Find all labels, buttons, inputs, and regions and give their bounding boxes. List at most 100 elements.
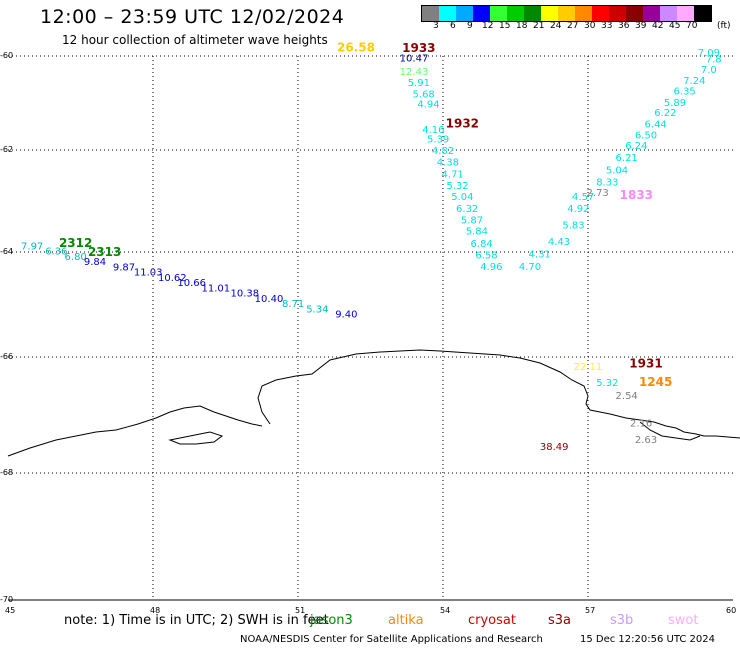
color-swatch <box>626 6 643 21</box>
wave-height-value: 38.49 <box>540 442 569 453</box>
wave-height-value: 9.84 <box>84 257 106 268</box>
color-swatch <box>592 6 609 21</box>
longitude-label: 57 <box>585 606 596 615</box>
color-scale-label: 12 <box>482 21 494 31</box>
wave-height-value: 6.36 <box>45 247 67 258</box>
pass-time-label: 1245 <box>639 375 672 389</box>
wave-height-value: 2.63 <box>635 435 657 446</box>
wave-height-value: 4.31 <box>529 249 551 260</box>
satellite-label-cryosat: cryosat <box>468 613 516 628</box>
satellite-label-jason3: jason3 <box>310 613 353 628</box>
wave-height-value: 6.44 <box>645 119 667 130</box>
wave-height-value: 6.21 <box>616 153 638 164</box>
wave-height-value: 7.97 <box>21 241 43 252</box>
color-scale-label: 45 <box>669 21 681 31</box>
wave-height-value: 8.71 <box>282 299 304 310</box>
wave-height-value: 11.03 <box>134 268 163 279</box>
wave-height-value: 2.73 <box>587 188 609 199</box>
wave-height-value: 5.04 <box>606 165 628 176</box>
color-scale-labels: 3 6 9 12 15 18 21 24 27 30 33 36 39 42 45 70 (ft) <box>421 21 740 33</box>
wave-height-value: 4.38 <box>437 157 459 168</box>
antarctic-coastline <box>257 349 740 439</box>
footer-note: note: 1) Time is in UTC; 2) SWH is in fe… <box>64 613 329 628</box>
wave-height-value: 10.62 <box>158 273 187 284</box>
color-scale-legend <box>421 5 712 22</box>
color-scale-label: 30 <box>584 21 596 31</box>
wave-height-value: 2.16 <box>630 419 652 430</box>
wave-height-value: 8.33 <box>596 178 618 189</box>
wave-height-value: 5.32 <box>596 378 618 389</box>
satellite-label-s3a: s3a <box>548 613 572 628</box>
wave-height-value: 4.92 <box>567 204 589 215</box>
wave-height-value: 6.50 <box>635 131 657 142</box>
color-swatch <box>558 6 575 21</box>
pass-time-label: 2313 <box>88 245 121 259</box>
wave-height-value: 5.39 <box>427 134 449 145</box>
wave-height-value: 4.71 <box>442 170 464 181</box>
page-title: 12:00 – 23:59 UTC 12/02/2024 <box>40 6 345 28</box>
wave-height-value: 10.47 <box>400 54 429 65</box>
satellite-label-s3b: s3b <box>610 613 634 628</box>
wave-height-value: 4.57 <box>572 192 594 203</box>
wave-height-value: 7.09 <box>698 48 720 59</box>
wave-height-value: 2.54 <box>616 391 638 402</box>
color-swatch <box>507 6 524 21</box>
color-scale-label: 39 <box>635 21 647 31</box>
latitude-label: -64 <box>0 247 14 256</box>
wave-height-value: 5.68 <box>413 89 435 100</box>
pass-time-label: 1931 <box>629 356 662 370</box>
color-scale-label: 24 <box>550 21 562 31</box>
longitude-label: 48 <box>150 606 161 615</box>
wave-height-value: 6.22 <box>654 108 676 119</box>
wave-height-value: 6.24 <box>625 141 647 152</box>
color-swatch <box>609 6 626 21</box>
color-scale-label: 21 <box>533 21 545 31</box>
wave-height-value: 9.87 <box>113 262 135 273</box>
wave-height-value: 4.82 <box>432 146 454 157</box>
wave-height-value: 5.87 <box>461 215 483 226</box>
generated-timestamp: 15 Dec 12:20:56 UTC 2024 <box>580 634 715 645</box>
coastline-island <box>168 431 224 445</box>
color-scale-label: 33 <box>601 21 613 31</box>
wave-height-value: 7.8 <box>706 55 722 66</box>
color-swatch <box>524 6 541 21</box>
wave-height-value: 5.04 <box>451 192 473 203</box>
coastline-west-segment <box>7 405 263 457</box>
longitude-label: 45 <box>5 606 16 615</box>
wave-height-value: 10.66 <box>177 278 206 289</box>
color-swatch <box>643 6 660 21</box>
wave-height-value: 5.89 <box>664 98 686 109</box>
color-swatch <box>456 6 473 21</box>
wave-height-value: 6.35 <box>674 87 696 98</box>
wave-height-value: 4.43 <box>548 237 570 248</box>
wave-height-value: 22.11 <box>574 362 603 373</box>
wave-height-value: 11.01 <box>202 283 231 294</box>
wave-height-value: 4.70 <box>519 262 541 273</box>
color-swatch <box>541 6 558 21</box>
wave-height-value: 12.43 <box>400 67 429 78</box>
longitude-label: 54 <box>440 606 451 615</box>
color-swatch <box>660 6 677 21</box>
color-scale-label: 70 <box>686 21 698 31</box>
color-swatch <box>439 6 456 21</box>
wave-height-value: 5.32 <box>446 181 468 192</box>
wave-height-value: 7.24 <box>683 76 705 87</box>
wave-height-value: 6.58 <box>475 250 497 261</box>
wave-height-value: 7.0 <box>701 65 717 76</box>
color-scale-label: 36 <box>618 21 630 31</box>
wave-height-value: 6.84 <box>471 239 493 250</box>
wave-height-value: 5.34 <box>306 304 328 315</box>
satellite-label-altika: altika <box>388 613 424 628</box>
color-scale-label: 42 <box>652 21 664 31</box>
color-swatch <box>575 6 592 21</box>
wave-height-value: 4.96 <box>480 262 502 273</box>
wave-height-value: 9.40 <box>335 310 357 321</box>
pass-time-label: 26.58 <box>337 40 375 54</box>
latitude-label: -66 <box>0 352 14 361</box>
color-scale-label: 6 <box>450 21 456 31</box>
wave-height-labels: 10.47 12.435.915.684.94 4.165.394.824.38 4.… <box>21 40 722 453</box>
wave-height-value: 5.83 <box>562 221 584 232</box>
color-swatch <box>694 6 711 21</box>
pass-time-label: 2312 <box>59 236 92 250</box>
